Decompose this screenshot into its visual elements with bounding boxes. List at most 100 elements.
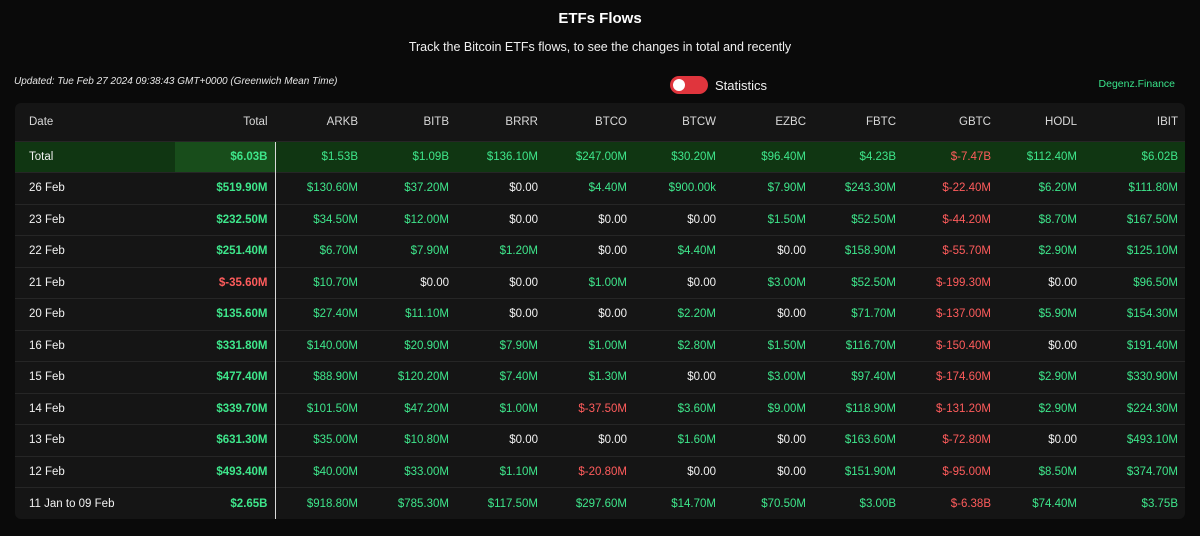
cell-ezbc: $1.50M bbox=[767, 339, 806, 352]
cell-bitb: $33.00M bbox=[404, 465, 449, 478]
column-header-total[interactable]: Total bbox=[243, 115, 268, 128]
cell-brrr: $1.10M bbox=[499, 465, 538, 478]
cell-ibit: $191.40M bbox=[1126, 339, 1178, 352]
date-cell: 11 Jan to 09 Feb bbox=[29, 497, 115, 510]
cell-ezbc: $1.50M bbox=[767, 213, 806, 226]
column-header-arkb[interactable]: ARKB bbox=[326, 115, 358, 128]
cell-btco: $247.00M bbox=[575, 150, 627, 163]
cell-brrr: $0.00 bbox=[509, 182, 538, 195]
cell-ibit: $154.30M bbox=[1126, 308, 1178, 321]
cell-gbtc: $-150.40M bbox=[936, 339, 991, 352]
cell-gbtc: $-95.00M bbox=[942, 465, 991, 478]
cell-btcw: $0.00 bbox=[687, 276, 716, 289]
column-header-hodl[interactable]: HODL bbox=[1045, 115, 1077, 128]
cell-btco: $0.00 bbox=[598, 245, 627, 258]
table-header: Date Total ARKB BITB BRRR BTCO BTCW EZBC FBTC GBT… bbox=[15, 103, 1185, 141]
column-header-gbtc[interactable]: GBTC bbox=[959, 115, 991, 128]
statistics-toggle-label: Statistics bbox=[715, 77, 768, 93]
cell-total: $2.65B bbox=[175, 487, 276, 519]
table-row: 13 Feb $631.30M $35.00M $10.80M $0.00 $0.00 $1… bbox=[15, 424, 1185, 456]
cell-ezbc: $3.00M bbox=[767, 371, 806, 384]
cell-ezbc: $96.40M bbox=[761, 150, 806, 163]
cell-brrr: $0.00 bbox=[509, 434, 538, 447]
cell-fbtc: $3.00B bbox=[859, 497, 896, 510]
cell-total: $477.40M bbox=[175, 361, 276, 393]
cell-gbtc: $-22.40M bbox=[942, 182, 991, 195]
cell-hodl: $2.90M bbox=[1038, 371, 1077, 384]
column-header-ezbc[interactable]: EZBC bbox=[775, 115, 806, 128]
date-cell: 16 Feb bbox=[29, 339, 65, 352]
total-row: Total $6.03B $1.53B $1.09B $136.10M $247.00M $… bbox=[15, 141, 1185, 173]
cell-ibit: $224.30M bbox=[1126, 402, 1178, 415]
cell-bitb: $47.20M bbox=[404, 402, 449, 415]
cell-btco: $-37.50M bbox=[578, 402, 627, 415]
cell-hodl: $8.50M bbox=[1038, 465, 1077, 478]
cell-total: $339.70M bbox=[175, 393, 276, 425]
column-header-bitb[interactable]: BITB bbox=[423, 115, 449, 128]
cell-ibit: $96.50M bbox=[1133, 276, 1178, 289]
cell-ezbc: $0.00 bbox=[777, 465, 806, 478]
cell-total: $232.50M bbox=[175, 204, 276, 236]
cell-bitb: $37.20M bbox=[404, 182, 449, 195]
cell-btco: $4.40M bbox=[588, 182, 627, 195]
cell-arkb: $918.80M bbox=[306, 497, 358, 510]
cell-arkb: $6.70M bbox=[319, 245, 358, 258]
cell-total: $631.30M bbox=[175, 424, 276, 456]
column-header-btcw[interactable]: BTCW bbox=[682, 115, 716, 128]
cell-bitb: $11.10M bbox=[405, 308, 449, 321]
column-header-fbtc[interactable]: FBTC bbox=[865, 115, 896, 128]
cell-btco: $0.00 bbox=[598, 213, 627, 226]
column-header-brrr[interactable]: BRRR bbox=[505, 115, 538, 128]
cell-hodl: $2.90M bbox=[1038, 245, 1077, 258]
cell-brrr: $7.40M bbox=[499, 371, 538, 384]
cell-total: $251.40M bbox=[175, 235, 276, 267]
cell-fbtc: $243.30M bbox=[844, 182, 896, 195]
cell-bitb: $12.00M bbox=[404, 213, 449, 226]
cell-btcw: $2.80M bbox=[677, 339, 716, 352]
cell-ibit: $493.10M bbox=[1126, 434, 1178, 447]
cell-ibit: $3.75B bbox=[1141, 497, 1178, 510]
cell-bitb: $0.00 bbox=[420, 276, 449, 289]
date-cell: 15 Feb bbox=[29, 371, 65, 384]
brand-link[interactable]: Degenz.Finance bbox=[1098, 78, 1175, 90]
cell-arkb: $40.00M bbox=[313, 465, 358, 478]
cell-ezbc: $0.00 bbox=[777, 308, 806, 321]
cell-total: $135.60M bbox=[175, 298, 276, 330]
cell-ibit: $374.70M bbox=[1126, 465, 1178, 478]
cell-ezbc: $0.00 bbox=[777, 245, 806, 258]
cell-gbtc: $-55.70M bbox=[942, 245, 991, 258]
table-row: 22 Feb $251.40M $6.70M $7.90M $1.20M $0.00 $4.… bbox=[15, 235, 1185, 267]
cell-arkb: $130.60M bbox=[306, 182, 358, 195]
date-cell: 23 Feb bbox=[29, 213, 65, 226]
header-row: Date Total ARKB BITB BRRR BTCO BTCW EZBC FBTC GBT… bbox=[15, 103, 1185, 141]
cell-gbtc: $-131.20M bbox=[936, 402, 991, 415]
table-row: 20 Feb $135.60M $27.40M $11.10M $0.00 $0.00 $2… bbox=[15, 298, 1185, 330]
cell-gbtc: $-137.00M bbox=[936, 308, 991, 321]
cell-ezbc: $3.00M bbox=[767, 276, 806, 289]
date-cell: 26 Feb bbox=[29, 182, 65, 195]
cell-arkb: $35.00M bbox=[313, 434, 358, 447]
cell-gbtc: $-7.47B bbox=[950, 150, 991, 163]
cell-hodl: $8.70M bbox=[1038, 213, 1077, 226]
column-header-btco[interactable]: BTCO bbox=[595, 115, 627, 128]
statistics-toggle[interactable] bbox=[670, 76, 708, 94]
cell-btcw: $2.20M bbox=[677, 308, 716, 321]
date-cell: 13 Feb bbox=[29, 434, 65, 447]
cell-ezbc: $70.50M bbox=[761, 497, 806, 510]
column-header-date[interactable]: Date bbox=[29, 115, 54, 128]
cell-btcw: $0.00 bbox=[687, 465, 716, 478]
cell-ibit: $330.90M bbox=[1126, 371, 1178, 384]
cell-arkb: $140.00M bbox=[306, 339, 358, 352]
cell-bitb: $10.80M bbox=[404, 434, 449, 447]
cell-brrr: $0.00 bbox=[509, 308, 538, 321]
table-row: 16 Feb $331.80M $140.00M $20.90M $7.90M $1.00… bbox=[15, 330, 1185, 362]
cell-fbtc: $71.70M bbox=[851, 308, 896, 321]
cell-fbtc: $52.50M bbox=[851, 276, 896, 289]
column-header-ibit[interactable]: IBIT bbox=[1156, 115, 1178, 128]
cell-ezbc: $0.00 bbox=[777, 434, 806, 447]
cell-arkb: $27.40M bbox=[313, 308, 358, 321]
cell-ibit: $6.02B bbox=[1141, 150, 1178, 163]
cell-total: $519.90M bbox=[175, 172, 276, 204]
cell-brrr: $1.00M bbox=[499, 402, 538, 415]
date-cell: 12 Feb bbox=[29, 465, 65, 478]
